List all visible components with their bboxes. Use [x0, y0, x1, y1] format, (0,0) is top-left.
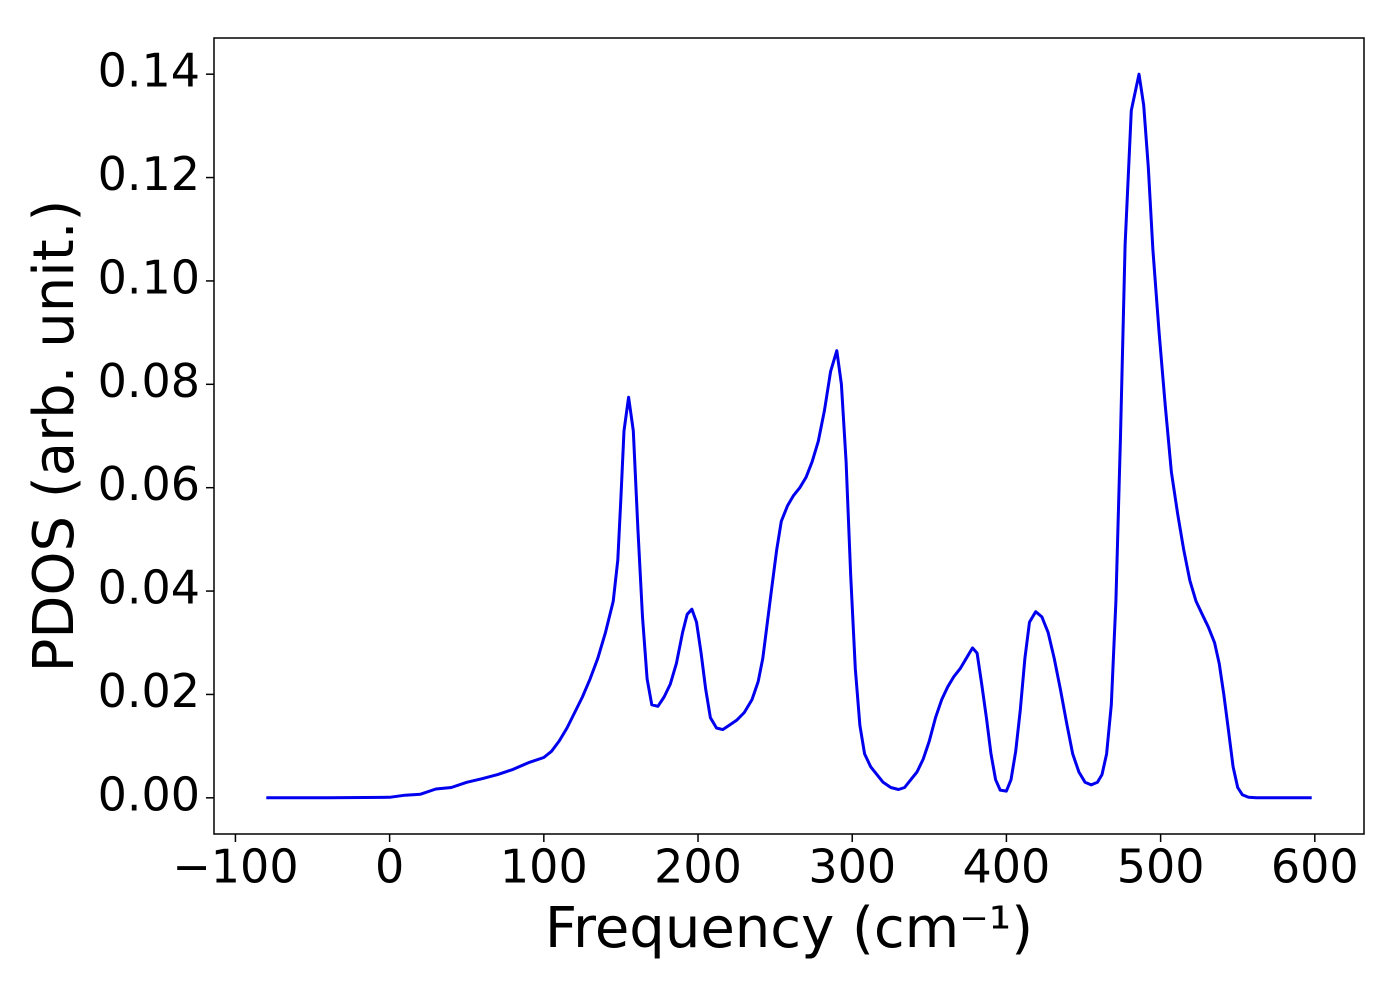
y-tick-label: 0.12 [98, 147, 200, 201]
x-tick-label: 500 [1117, 840, 1205, 894]
data-line [266, 72, 1312, 800]
x-tick-label: 100 [500, 840, 588, 894]
x-tick-label: −100 [172, 840, 298, 894]
plot-frame [213, 37, 1365, 835]
x-tick-label: 600 [1271, 840, 1359, 894]
y-tick-label: 0.00 [98, 767, 200, 821]
x-tick-label: 0 [375, 840, 404, 894]
y-tick-label: 0.08 [98, 354, 200, 408]
y-tick-label: 0.14 [98, 44, 200, 98]
y-tick-label: 0.10 [98, 250, 200, 304]
y-tick-label: 0.02 [98, 664, 200, 718]
x-tick-label: 400 [963, 840, 1051, 894]
y-tick-label: 0.06 [98, 457, 200, 511]
x-axis-label: Frequency (cm⁻¹) [545, 896, 1033, 961]
y-axis-label: PDOS (arb. unit.) [22, 200, 87, 673]
x-tick-label: 300 [808, 840, 896, 894]
y-tick-label: 0.04 [98, 561, 200, 615]
x-tick-label: 200 [654, 840, 742, 894]
